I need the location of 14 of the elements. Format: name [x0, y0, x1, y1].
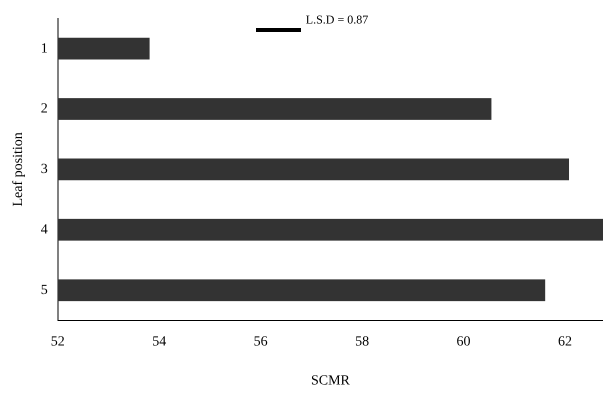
y-tick-label: 3	[40, 162, 48, 178]
y-tick-label: 1	[40, 41, 48, 56]
x-tick-label: 54	[152, 334, 166, 350]
x-tick-label: 62	[558, 334, 572, 350]
x-axis-title: SCMR	[310, 373, 351, 388]
annotation: L.S.D = 0.87	[306, 12, 368, 27]
x-tick-label: 60	[456, 334, 471, 350]
x-tick-label: 52	[50, 334, 65, 350]
y-axis-title: Leaf position	[11, 132, 26, 207]
x-tick-label: 58	[355, 334, 370, 350]
y-tick-label: 5	[40, 282, 48, 298]
y-tick-label: 2	[40, 102, 48, 117]
y-tick-label: 4	[40, 222, 48, 238]
x-tick-label: 56	[254, 334, 268, 350]
